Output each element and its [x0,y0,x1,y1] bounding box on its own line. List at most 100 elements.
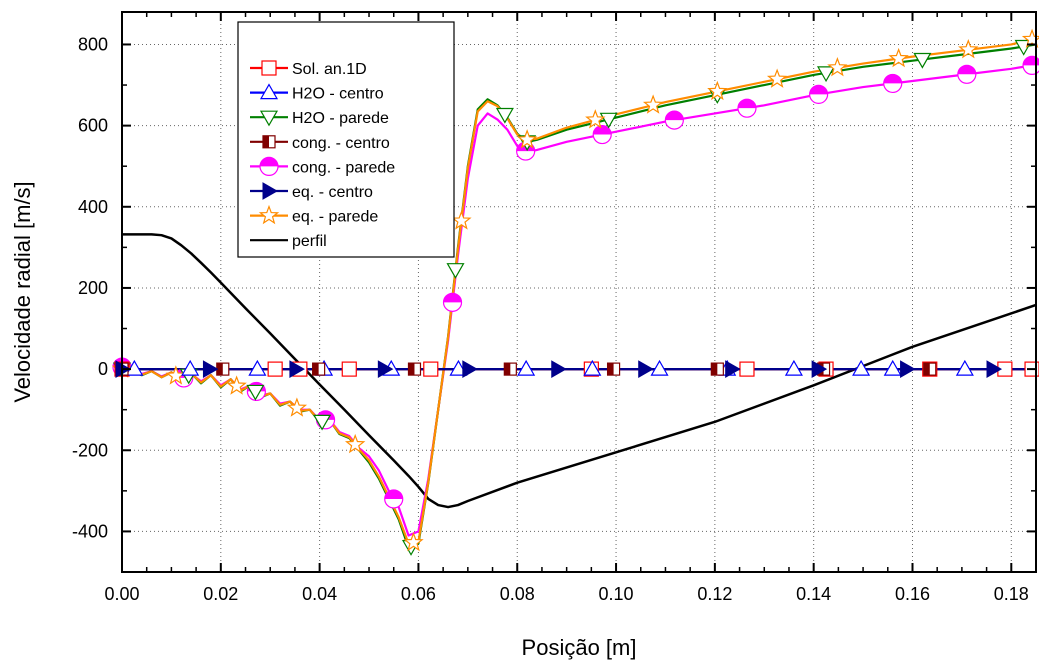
data-point-1 [784,359,803,376]
plot-frame [121,11,1037,573]
data-point-0 [341,361,357,377]
data-point-2 [446,263,465,279]
x-tick-label: 0.10 [599,584,634,604]
y-axis-label: Velocidade radial [m/s] [10,181,35,402]
data-point-6 [165,365,187,385]
data-point-0 [423,361,439,377]
data-point-6 [403,531,424,552]
legend-label: eq. - parede [292,209,378,226]
data-point-3 [606,362,621,376]
data-point-4 [442,292,463,312]
data-point-1 [852,359,871,376]
legend-item: H2O - centro [250,83,384,103]
data-point-6 [707,80,728,101]
data-point-3 [503,362,517,376]
data-point-5 [289,360,305,378]
series-line-7 [122,233,1037,509]
data-point-5 [377,360,394,378]
data-point-1 [583,359,602,376]
legend-label: H2O - parede [292,110,389,127]
legend-item: eq. - parede [250,204,378,226]
data-point-6 [642,94,664,114]
data-point-1 [517,359,536,376]
data-point-5 [811,360,828,378]
legend-label: eq. - centro [292,184,373,201]
data-point-2 [246,384,265,401]
x-axis-label: Posição [m] [522,635,637,660]
data-point-5 [986,360,1003,378]
legend-label: cong. - centro [292,135,390,152]
x-tick-label: 0.14 [796,584,831,604]
x-tick-label: 0.02 [203,584,238,604]
data-point-6 [345,433,366,454]
data-point-3 [407,362,422,376]
data-point-6 [958,39,979,59]
legend-item: eq. - centro [250,182,373,201]
legend-item: Sol. an.1D [250,60,367,78]
legend-label: perfil [292,233,327,250]
x-tick-label: 0.18 [994,584,1029,604]
data-point-6 [585,109,606,129]
y-tick-label: 400 [78,197,108,217]
x-tick-label: 0.16 [895,584,930,604]
data-point-1 [248,359,267,376]
data-point-6 [766,68,788,88]
data-point-2 [495,107,514,124]
data-point-4 [737,98,757,118]
legend-marker [262,182,279,200]
data-point-2 [313,414,332,431]
legend-marker [259,83,279,100]
y-tick-label: 0 [98,359,108,379]
data-point-1 [650,359,669,376]
data-point-6 [516,129,538,149]
data-point-6 [451,210,472,230]
data-point-4 [883,73,903,94]
y-tick-label: -200 [72,440,108,460]
data-point-2 [816,66,836,83]
y-tick-label: -400 [72,521,108,541]
x-tick-label: 0.00 [104,584,139,604]
legend-label: cong. - parede [292,159,395,176]
data-point-5 [202,360,219,378]
data-point-6 [286,397,308,417]
data-point-4 [809,84,829,104]
y-tick-label: 200 [78,278,108,298]
x-tick-label: 0.06 [401,584,436,604]
data-point-0 [267,361,283,377]
legend-label: Sol. an.1D [292,61,367,78]
data-point-5 [725,360,741,378]
x-tick-label: 0.12 [697,584,732,604]
legend-marker [259,110,279,127]
y-tick-label: 800 [78,34,108,54]
data-point-3 [216,362,230,376]
data-point-5 [638,360,654,378]
data-point-6 [888,47,909,68]
y-tick-label: 600 [78,116,108,136]
data-point-0 [739,361,755,377]
axis-ticks: 0.00 0.02 0.04 0.06 0.08 0.10 0.12 0.14 0.16 0.18… [72,12,1037,604]
x-tick-label: 0.04 [302,584,337,604]
legend: Sol. an.1D H2O - centro H2O - parede cong. … [237,21,455,258]
legend-item: cong. - parede [250,156,395,176]
data-point-1 [883,359,902,376]
legend-marker [262,135,276,149]
data-point-4 [664,110,684,130]
data-point-3 [923,362,937,376]
legend-item: perfil [250,233,327,250]
data-point-3 [312,362,326,376]
legend-item: cong. - centro [250,135,390,152]
series-markers [111,28,1039,556]
legend-item: H2O - parede [250,110,389,127]
data-point-4 [592,124,612,145]
data-point-6 [226,375,247,395]
data-point-3 [710,362,724,376]
data-point-4 [384,489,404,509]
legend-marker [261,60,277,76]
series-line-6 [121,37,1037,545]
legend-marker [258,204,280,225]
data-point-2 [913,52,932,69]
legend-marker [259,156,279,176]
data-point-5 [551,360,567,378]
x-tick-label: 0.08 [500,584,535,604]
